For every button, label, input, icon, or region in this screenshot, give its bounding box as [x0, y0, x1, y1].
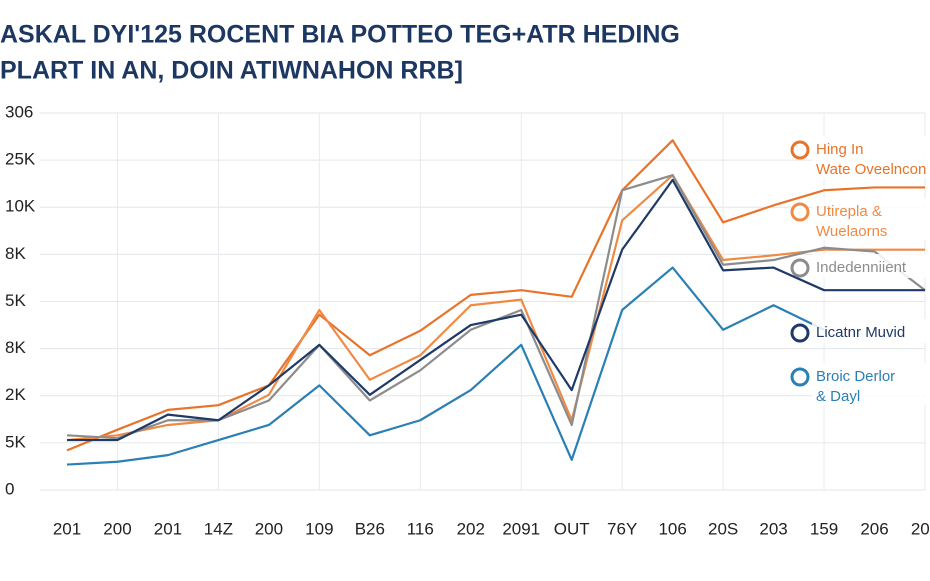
y-tick-label: 306	[5, 102, 33, 121]
y-tick-label: 5K	[5, 291, 26, 310]
series-line	[66, 266, 825, 466]
x-tick-label: 76Y	[607, 519, 637, 538]
legend-label: Broic Derlor & Dayl	[816, 368, 895, 405]
legend-bg	[812, 319, 930, 343]
x-tick-label: 20S	[708, 519, 738, 538]
legend-icon	[790, 367, 810, 387]
chart-subtitle: PLART IN AN, DOIN ATIWNAHON RRB]	[0, 57, 463, 85]
y-tick-label: 2K	[5, 385, 26, 404]
y-tick-label: 5K	[5, 432, 26, 451]
x-tick-label: OUT	[554, 519, 590, 538]
series-line	[67, 178, 925, 442]
x-tick-label: 202	[457, 519, 485, 538]
y-tick-label: 25K	[5, 150, 36, 169]
x-tick-label: 159	[810, 519, 838, 538]
y-tick-label: 8K	[5, 338, 26, 357]
legend-icon	[790, 258, 810, 278]
x-tick-label: 200	[255, 519, 283, 538]
legend-icon	[790, 202, 810, 222]
x-tick-label: 205	[911, 519, 930, 538]
legend-icon	[790, 140, 810, 160]
x-tick-label: 106	[658, 519, 686, 538]
legend-label: Utirepla & Wuelaorns	[816, 203, 887, 240]
series-line	[66, 139, 925, 452]
legend-bg	[812, 136, 930, 178]
x-tick-label: 201	[53, 519, 81, 538]
x-tick-label: 116	[407, 519, 434, 538]
y-tick-label: 8K	[5, 244, 26, 263]
legend-bg	[812, 363, 930, 405]
x-tick-label: 206	[860, 519, 888, 538]
y-tick-label: 0	[5, 479, 14, 498]
legend-icon	[790, 323, 810, 343]
x-tick-label: B26	[355, 519, 385, 538]
legend-label: Hing In Wate Oveelncon	[816, 141, 926, 178]
legend-label: Indedenniient	[816, 259, 907, 276]
legend-bg	[812, 254, 930, 278]
x-tick-label: 14Z	[204, 519, 233, 538]
x-tick-label: 203	[759, 519, 787, 538]
x-tick-label: 109	[305, 519, 333, 538]
x-tick-label: 201	[154, 519, 182, 538]
chart-title: ASKAL DYI'125 ROCENT BIA POTTEO TEG+ATR …	[0, 21, 680, 49]
x-tick-label: 2091	[502, 519, 540, 538]
x-tick-label: 200	[103, 519, 131, 538]
legend-bg	[812, 198, 930, 240]
y-tick-label: 10K	[5, 197, 36, 216]
legend-label: Licatnr Muvid	[816, 324, 905, 341]
